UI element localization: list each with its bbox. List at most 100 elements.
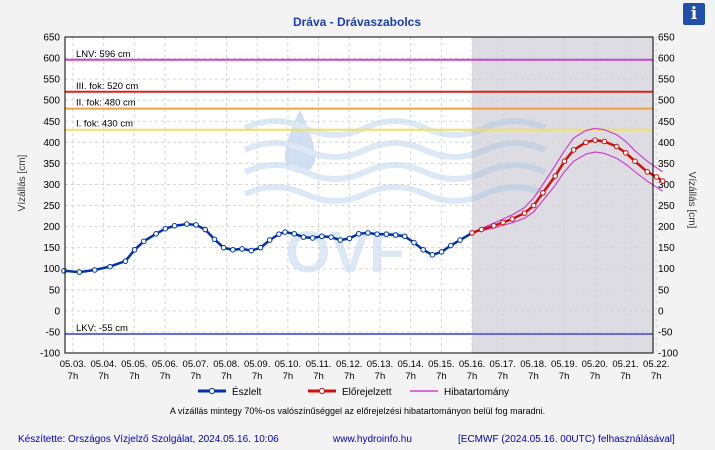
y-tick-right: 600 bbox=[658, 54, 675, 65]
observed-point bbox=[153, 230, 159, 237]
threshold-label: I. fok: 430 cm bbox=[76, 119, 133, 130]
observed-point bbox=[141, 238, 147, 245]
x-tick-time: 7h bbox=[651, 371, 662, 382]
forecast-point bbox=[561, 158, 568, 165]
error-band-lower bbox=[471, 151, 663, 234]
x-tick-time: 7h bbox=[313, 371, 324, 382]
observed-point bbox=[429, 252, 436, 258]
observed-point bbox=[122, 258, 129, 264]
info-button[interactable]: i bbox=[683, 3, 705, 25]
forecast-point bbox=[478, 226, 485, 233]
y-tick-left: 550 bbox=[43, 75, 60, 86]
forecast-point bbox=[552, 173, 559, 179]
observed-point bbox=[162, 225, 169, 232]
x-tick-time: 7h bbox=[559, 371, 570, 382]
y-tick-left: 200 bbox=[43, 222, 60, 233]
observed-point bbox=[193, 222, 199, 228]
y-tick-right: 650 bbox=[658, 33, 675, 44]
observed-point bbox=[355, 230, 362, 237]
y-tick-left: 50 bbox=[49, 285, 61, 296]
legend-label: Hibatartomány bbox=[444, 387, 509, 398]
y-tick-left: 300 bbox=[43, 180, 60, 191]
x-tick-date: 05.08. bbox=[213, 359, 239, 370]
forecast-point bbox=[601, 138, 608, 145]
y-tick-left: 650 bbox=[43, 33, 60, 44]
observed-point bbox=[276, 231, 282, 237]
x-tick-date: 05.21. bbox=[612, 359, 638, 370]
y-axis-label-left: Vízállás [cm] bbox=[17, 154, 28, 211]
error-band-upper bbox=[471, 127, 663, 234]
y-tick-right: 0 bbox=[658, 306, 664, 317]
y-tick-left: 250 bbox=[43, 201, 60, 212]
x-tick-date: 05.16. bbox=[459, 359, 485, 370]
observed-point bbox=[346, 235, 353, 242]
x-tick-date: 05.13. bbox=[367, 359, 393, 370]
x-tick-time: 7h bbox=[129, 371, 140, 382]
y-tick-right: 400 bbox=[658, 138, 675, 149]
legend-label: Előrejelzett bbox=[342, 387, 392, 398]
x-tick-time: 7h bbox=[620, 371, 631, 382]
forecast-point bbox=[469, 230, 475, 236]
observed-point bbox=[438, 249, 445, 255]
y-tick-left: 150 bbox=[43, 243, 60, 254]
observed-point bbox=[131, 246, 138, 253]
x-tick-time: 7h bbox=[375, 371, 386, 382]
forecast-point bbox=[623, 150, 629, 156]
x-tick-time: 7h bbox=[98, 371, 109, 382]
observed-point bbox=[392, 232, 399, 238]
observed-point bbox=[257, 244, 264, 251]
y-tick-right: 450 bbox=[658, 117, 675, 128]
threshold-label: II. fok: 480 cm bbox=[76, 98, 136, 109]
x-tick-time: 7h bbox=[590, 371, 601, 382]
footer-link[interactable]: www.hydroinfo.hu bbox=[333, 434, 412, 445]
observed-point bbox=[411, 239, 417, 246]
observed-point bbox=[184, 221, 190, 227]
watermark-wave bbox=[243, 184, 547, 204]
x-tick-date: 05.12. bbox=[336, 359, 362, 370]
observed-point bbox=[220, 244, 227, 251]
legend-label: Észlelt bbox=[232, 385, 262, 398]
observed-point bbox=[383, 231, 390, 237]
forecast-point bbox=[583, 139, 589, 146]
observed-point bbox=[300, 234, 307, 240]
x-tick-date: 05.07. bbox=[183, 359, 209, 370]
x-tick-date: 05.15. bbox=[428, 359, 454, 370]
watermark-logo-text: OVF bbox=[285, 220, 404, 285]
threshold-label: III. fok: 520 cm bbox=[76, 81, 138, 92]
x-tick-time: 7h bbox=[344, 371, 355, 382]
x-tick-time: 7h bbox=[190, 371, 201, 382]
x-tick-time: 7h bbox=[160, 371, 171, 382]
x-tick-time: 7h bbox=[497, 371, 508, 382]
x-tick-date: 05.03. bbox=[60, 359, 86, 370]
observed-point bbox=[420, 246, 426, 253]
x-tick-time: 7h bbox=[252, 371, 263, 382]
observed-point bbox=[266, 237, 273, 243]
y-tick-right: 350 bbox=[658, 159, 675, 170]
forecast-point bbox=[530, 202, 537, 209]
observed-point bbox=[328, 234, 334, 240]
footer-model-note: [ECMWF (2024.05.16. 00UTC) felhasználásá… bbox=[458, 434, 675, 445]
y-tick-right: 50 bbox=[658, 285, 670, 296]
x-tick-time: 7h bbox=[68, 371, 79, 382]
x-tick-date: 05.18. bbox=[520, 359, 546, 370]
forecast-point bbox=[659, 178, 666, 184]
y-tick-left: -100 bbox=[40, 349, 60, 360]
forecast-point bbox=[521, 210, 528, 216]
observed-point bbox=[61, 268, 67, 274]
x-tick-time: 7h bbox=[467, 371, 478, 382]
y-tick-left: 400 bbox=[43, 138, 60, 149]
ovf-watermark: OVF bbox=[243, 110, 547, 285]
y-tick-left: 100 bbox=[43, 264, 60, 275]
forecast-point bbox=[632, 158, 638, 165]
forecast-point bbox=[540, 190, 546, 196]
x-tick-time: 7h bbox=[221, 371, 232, 382]
observed-point bbox=[365, 230, 371, 236]
threshold-label: LKV: -55 cm bbox=[76, 323, 128, 334]
x-tick-date: 05.05. bbox=[121, 359, 147, 370]
x-tick-time: 7h bbox=[405, 371, 416, 382]
watermark-wave bbox=[243, 140, 547, 160]
observed-point bbox=[457, 237, 463, 243]
forecast-note: A vízállás mintegy 70%-os valószínűségge… bbox=[169, 406, 546, 416]
forecast-point bbox=[491, 222, 497, 229]
y-tick-left: 600 bbox=[43, 54, 60, 65]
